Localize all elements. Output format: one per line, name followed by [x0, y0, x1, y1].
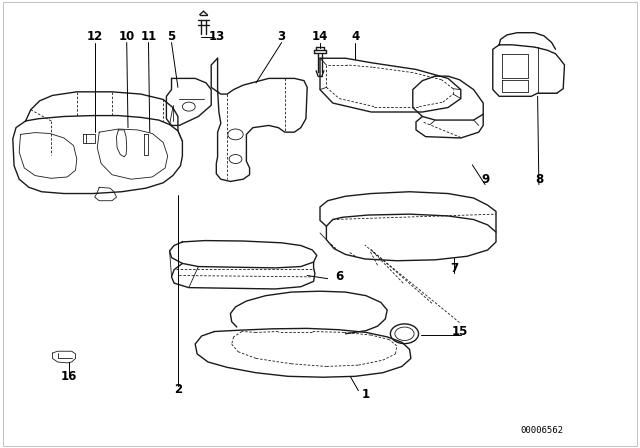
- Text: 4: 4: [351, 30, 359, 43]
- Text: 5: 5: [168, 30, 175, 43]
- Text: 14: 14: [312, 30, 328, 43]
- Text: 6: 6: [335, 270, 343, 284]
- Text: 13: 13: [208, 30, 225, 43]
- Text: 11: 11: [140, 30, 157, 43]
- Text: 2: 2: [174, 383, 182, 396]
- Text: 9: 9: [481, 172, 489, 186]
- Text: 3: 3: [278, 30, 285, 43]
- Text: 16: 16: [61, 370, 77, 383]
- Text: 10: 10: [118, 30, 135, 43]
- Text: 1: 1: [362, 388, 370, 401]
- Text: 8: 8: [535, 172, 543, 186]
- Text: 00006562: 00006562: [520, 426, 563, 435]
- Text: 15: 15: [451, 325, 468, 338]
- Text: 12: 12: [86, 30, 103, 43]
- Text: 7: 7: [451, 262, 458, 276]
